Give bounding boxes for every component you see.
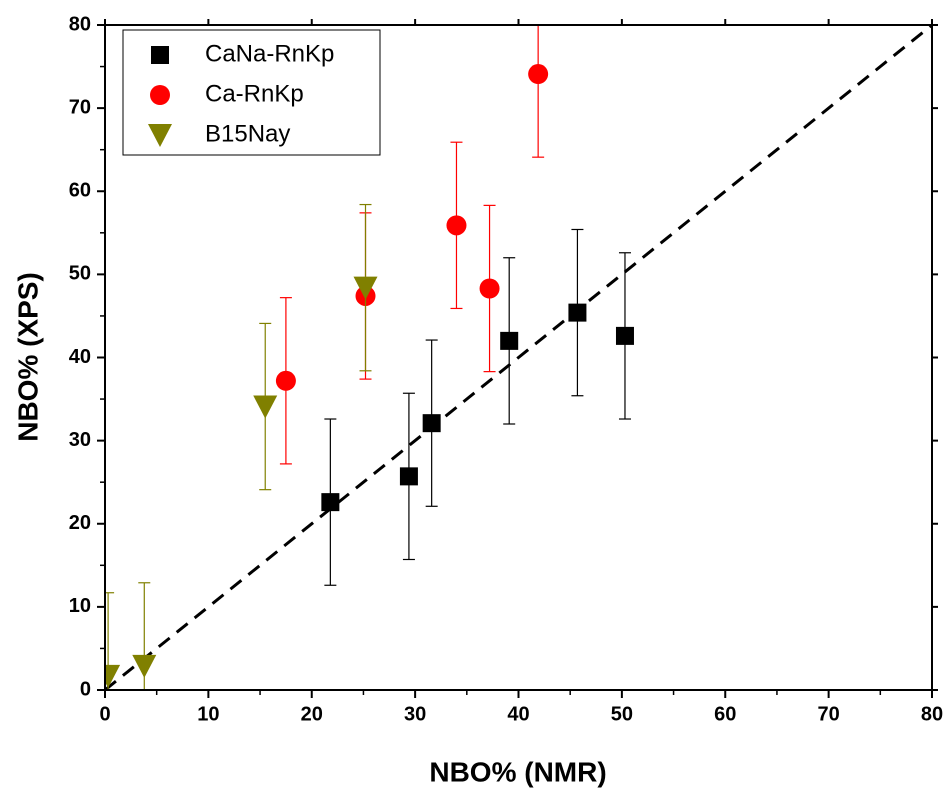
marker	[446, 215, 467, 236]
marker	[500, 331, 519, 350]
x-tick-label: 70	[818, 703, 840, 725]
marker	[321, 493, 340, 512]
legend-label: Ca-RnKp	[205, 80, 304, 107]
marker	[151, 46, 169, 64]
marker	[399, 467, 418, 486]
y-tick-label: 60	[69, 180, 91, 202]
marker	[105, 664, 121, 688]
y-tick-label: 30	[69, 429, 91, 451]
x-tick-label: 40	[507, 703, 529, 725]
y-tick-label: 20	[69, 512, 91, 534]
plot-area	[105, 25, 932, 690]
x-axis-title: NBO% (NMR)	[429, 756, 606, 787]
x-tick-label: 0	[99, 703, 110, 725]
x-tick-label: 50	[611, 703, 633, 725]
marker	[275, 370, 296, 391]
marker	[422, 414, 441, 433]
marker	[150, 85, 170, 105]
y-axis-title: NBO% (XPS)	[12, 272, 43, 442]
legend-label: B15Nay	[205, 120, 290, 147]
marker	[615, 326, 634, 345]
marker	[253, 395, 278, 419]
y-tick-label: 10	[69, 595, 91, 617]
x-tick-label: 30	[404, 703, 426, 725]
marker	[353, 276, 378, 300]
marker	[568, 303, 587, 322]
x-tick-label: 20	[301, 703, 323, 725]
marker	[148, 124, 172, 147]
marker	[479, 278, 500, 299]
y-tick-label: 70	[69, 96, 91, 118]
x-tick-label: 80	[921, 703, 943, 725]
y-tick-label: 40	[69, 346, 91, 368]
marker	[528, 64, 549, 85]
y-tick-label: 50	[69, 263, 91, 285]
y-tick-label: 80	[69, 13, 91, 35]
marker	[132, 654, 157, 678]
x-tick-label: 60	[714, 703, 736, 725]
x-tick-label: 10	[197, 703, 219, 725]
y-tick-label: 0	[80, 678, 91, 700]
legend-label: CaNa-RnKp	[205, 40, 334, 67]
identity-line	[105, 25, 932, 690]
